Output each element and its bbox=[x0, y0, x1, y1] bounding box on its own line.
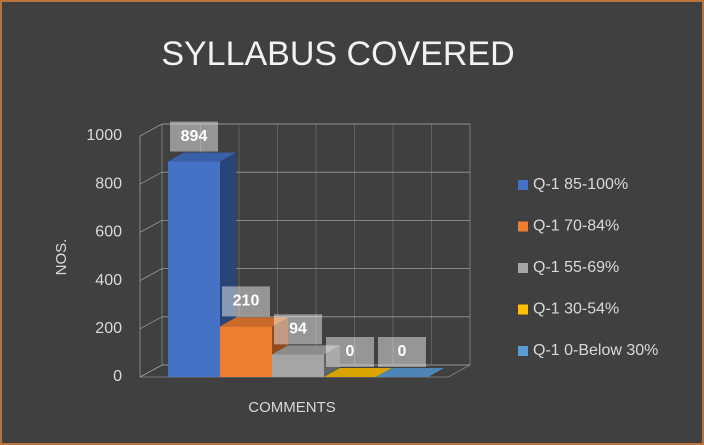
legend-label: Q-1 85-100% bbox=[533, 176, 628, 193]
bar-side bbox=[324, 345, 340, 377]
legend-swatch bbox=[518, 346, 528, 356]
y-tick-label: 0 bbox=[113, 368, 122, 385]
legend-swatch bbox=[518, 180, 528, 190]
data-label-box bbox=[274, 314, 322, 345]
grid-line-side bbox=[139, 316, 163, 330]
legend-label: Q-1 70-84% bbox=[533, 218, 619, 235]
legend-swatch bbox=[518, 263, 528, 273]
x-tick-label: COMMENTS bbox=[248, 399, 336, 416]
bar bbox=[220, 326, 272, 377]
grid-line-side bbox=[139, 220, 163, 233]
legend-swatch bbox=[518, 304, 528, 315]
data-label: 210 bbox=[233, 293, 260, 310]
bar-top bbox=[168, 152, 236, 162]
data-label-box bbox=[326, 337, 374, 367]
data-label-box bbox=[170, 121, 218, 152]
bar-top bbox=[324, 368, 392, 377]
data-label: 0 bbox=[346, 343, 355, 360]
grid-line-side bbox=[139, 171, 163, 185]
grid-line-side bbox=[139, 268, 163, 281]
legend-label: Q-1 0-Below 30% bbox=[533, 342, 658, 359]
bar-top bbox=[220, 317, 288, 327]
grid-line-side bbox=[139, 123, 163, 137]
bar-top bbox=[272, 345, 340, 355]
y-tick-label: 200 bbox=[95, 320, 122, 337]
y-tick-label: 1000 bbox=[86, 127, 122, 144]
legend-swatch bbox=[518, 221, 528, 232]
data-label-box bbox=[222, 286, 270, 317]
data-label: 94 bbox=[289, 321, 307, 338]
bar-top bbox=[376, 368, 444, 377]
y-axis-label: NOS. bbox=[53, 239, 70, 276]
y-tick-label: 400 bbox=[95, 272, 122, 289]
data-label: 894 bbox=[181, 128, 208, 145]
legend-label: Q-1 55-69% bbox=[533, 259, 619, 276]
bar bbox=[272, 354, 324, 377]
legend-label: Q-1 30-54% bbox=[533, 301, 619, 318]
grid-line-side bbox=[139, 364, 163, 378]
y-tick-label: 800 bbox=[95, 175, 122, 192]
data-label-box bbox=[378, 337, 426, 367]
data-label: 0 bbox=[398, 343, 407, 360]
chart-title: SYLLABUS COVERED bbox=[161, 35, 514, 73]
y-tick-label: 600 bbox=[95, 224, 122, 241]
bar bbox=[168, 161, 220, 377]
